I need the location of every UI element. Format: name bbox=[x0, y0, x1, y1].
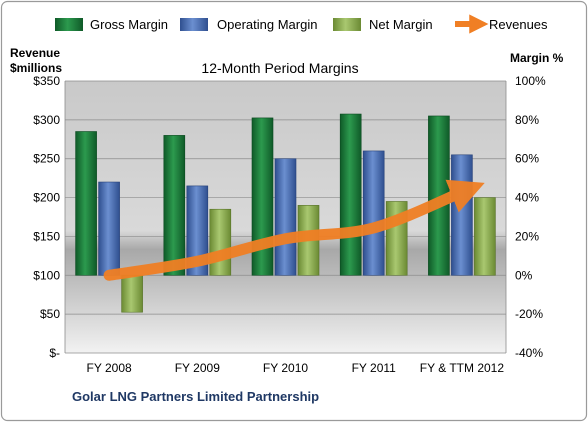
legend-label-gross-margin: Gross Margin bbox=[90, 17, 168, 32]
right-tick-label: -20% bbox=[515, 307, 543, 321]
legend-swatch-gross-margin bbox=[55, 18, 83, 31]
right-tick-label: 60% bbox=[515, 152, 539, 166]
category-label: FY 2011 bbox=[352, 361, 397, 375]
legend-swatch-operating-margin bbox=[180, 18, 208, 31]
category-label: FY 2008 bbox=[87, 361, 132, 375]
bar-gross-margin bbox=[251, 117, 274, 276]
bar-net-margin bbox=[121, 274, 143, 313]
legend: Gross Margin Operating Margin Net Margin… bbox=[55, 14, 548, 34]
right-tick-label: 100% bbox=[515, 74, 546, 88]
category-label: FY & TTM 2012 bbox=[420, 361, 505, 375]
bar-operating-margin bbox=[274, 158, 297, 276]
bar-gross-margin bbox=[75, 131, 97, 276]
left-tick-label: $150 bbox=[33, 229, 60, 243]
left-tick-label: $100 bbox=[33, 268, 60, 282]
left-tick-label: $200 bbox=[33, 191, 60, 205]
right-axis-label: Margin % bbox=[510, 51, 564, 65]
legend-swatch-net-margin bbox=[333, 18, 361, 31]
bar-operating-margin bbox=[98, 181, 120, 276]
legend-label-operating-margin: Operating Margin bbox=[217, 17, 317, 32]
bar-operating-margin bbox=[186, 185, 209, 276]
right-tick-label: 0% bbox=[515, 268, 533, 282]
right-tick-label: -40% bbox=[515, 346, 543, 360]
bar-gross-margin bbox=[339, 113, 362, 276]
legend-label-net-margin: Net Margin bbox=[369, 17, 433, 32]
bar-operating-margin bbox=[362, 150, 385, 276]
bar-net-margin bbox=[209, 208, 232, 276]
right-axis-ticks: -40% -20% 0% 20% 40% 60% 80% 100% bbox=[515, 74, 546, 360]
left-axis-label-line-2: $millions bbox=[10, 61, 62, 75]
bar-gross-margin bbox=[163, 135, 186, 276]
category-label: FY 2010 bbox=[263, 361, 308, 375]
revenue-line bbox=[103, 179, 485, 281]
left-tick-label: $350 bbox=[33, 74, 60, 88]
bar-operating-margin bbox=[451, 154, 473, 276]
company-footer: Golar LNG Partners Limited Partnership bbox=[72, 389, 319, 404]
legend-label-revenues: Revenues bbox=[489, 17, 548, 32]
category-label: FY 2009 bbox=[175, 361, 220, 375]
left-tick-label: $300 bbox=[33, 113, 60, 127]
left-tick-label: $- bbox=[49, 346, 60, 360]
left-tick-label: $50 bbox=[40, 307, 60, 321]
chart-title: 12-Month Period Margins bbox=[201, 60, 358, 76]
right-tick-label: 80% bbox=[515, 113, 539, 127]
left-axis-label-line-1: Revenue bbox=[10, 46, 60, 60]
bar-net-margin bbox=[474, 197, 496, 276]
left-tick-label: $250 bbox=[33, 152, 60, 166]
right-tick-label: 20% bbox=[515, 229, 539, 243]
category-labels: FY 2008 FY 2009 FY 2010 FY 2011 FY & TTM 201… bbox=[87, 361, 505, 375]
right-tick-label: 40% bbox=[515, 191, 539, 205]
left-axis-ticks: $- $50 $100 $150 $200 $250 $300 $350 bbox=[33, 74, 60, 360]
revenue-line-group bbox=[103, 179, 485, 281]
